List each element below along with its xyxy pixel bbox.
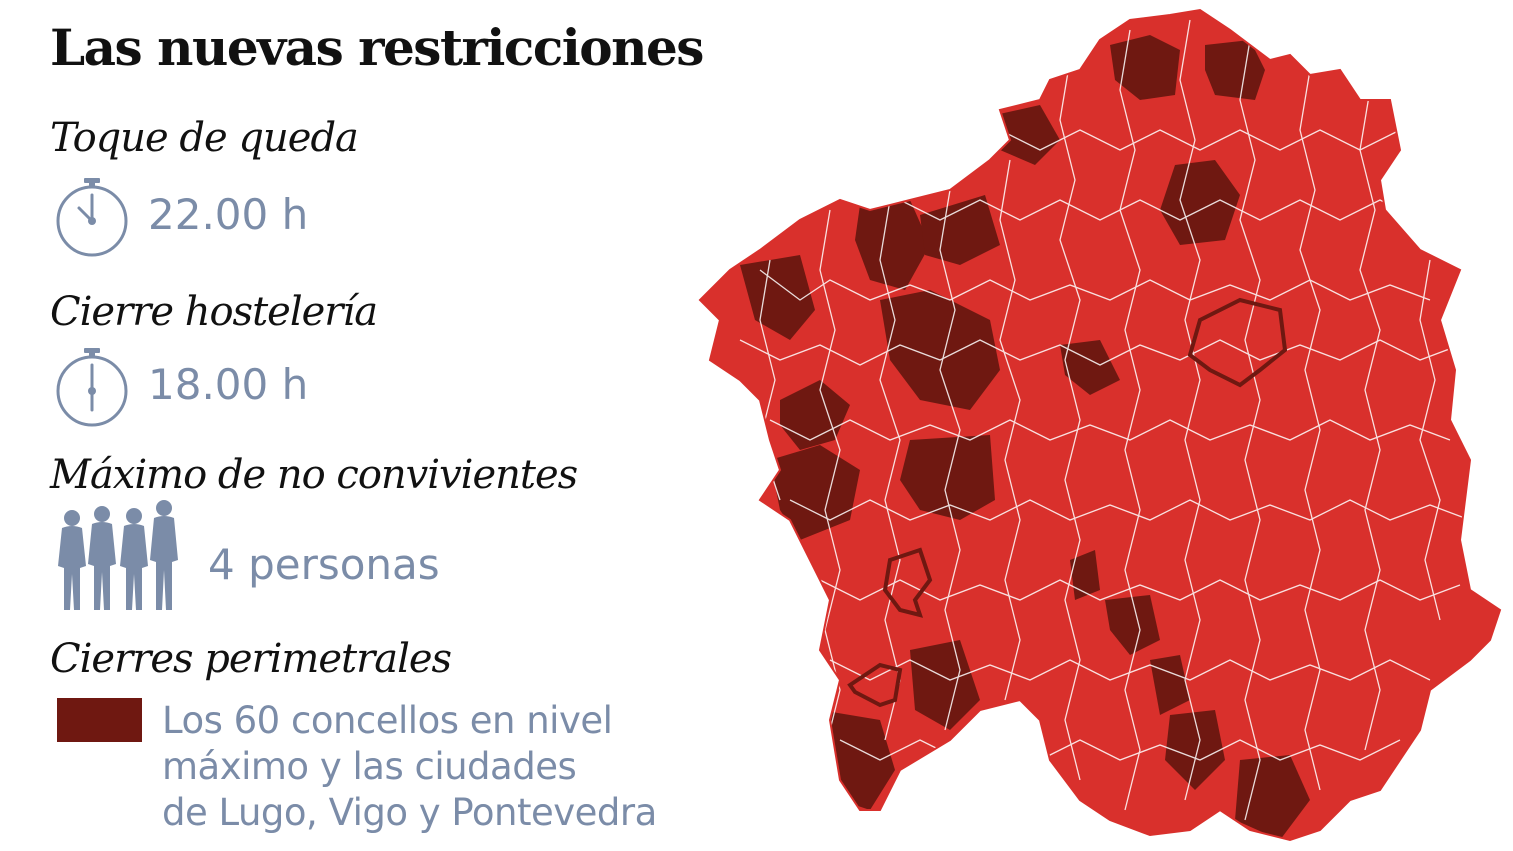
concellos-layer: [700, 10, 1500, 840]
vigo-outline: [847, 662, 903, 708]
curfew-heading: Toque de queda: [50, 115, 359, 161]
legend-text: Los 60 concellos en nivel máximo y las c…: [162, 698, 762, 836]
legend-swatch-max-level: [57, 698, 142, 742]
curfew-value: 22.00 h: [148, 190, 309, 239]
legend-line: Los 60 concellos en nivel: [162, 699, 613, 742]
legend-line: máximo y las ciudades: [162, 745, 577, 788]
clock-icon: [56, 178, 128, 257]
hospitality-value: 18.00 h: [148, 360, 309, 409]
city-outlines: [847, 297, 1288, 708]
clock-icon: [56, 348, 128, 427]
legend-line: de Lugo, Vigo y Pontevedra: [162, 791, 657, 834]
concello-boundaries: [739, 19, 1471, 821]
perimeter-heading: Cierres perimetrales: [50, 636, 452, 682]
hospitality-heading: Cierre hostelería: [50, 289, 378, 335]
lugo-outline: [1187, 297, 1288, 388]
galicia-map: [699, 9, 1501, 841]
pontevedra-outline: [882, 547, 933, 618]
gatherings-heading: Máximo de no convivientes: [50, 452, 578, 498]
page-title: Las nuevas restricciones: [50, 18, 704, 77]
people-icon: [58, 500, 178, 610]
gatherings-value: 4 personas: [208, 540, 440, 589]
